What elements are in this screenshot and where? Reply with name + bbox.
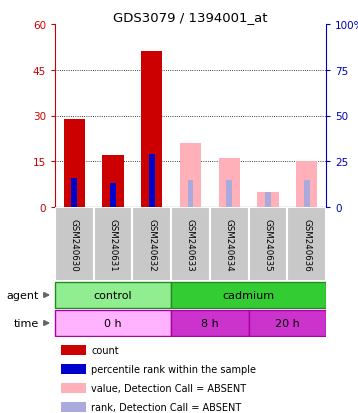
Bar [102,156,124,207]
Bar [210,207,248,281]
Bar [265,193,271,207]
Bar [304,180,310,207]
Bar [180,144,201,207]
Text: 0 h: 0 h [104,318,122,328]
Text: rank, Detection Call = ABSENT: rank, Detection Call = ABSENT [91,402,241,412]
Bar [61,383,87,393]
Bar [55,283,171,308]
Text: value, Detection Call = ABSENT: value, Detection Call = ABSENT [91,383,246,393]
Bar [248,207,287,281]
Text: cadmium: cadmium [223,290,275,300]
Title: GDS3079 / 1394001_at: GDS3079 / 1394001_at [113,11,268,24]
Text: control: control [94,290,132,300]
Bar [226,180,232,207]
Bar [61,346,87,355]
Bar [296,162,317,207]
Bar [72,178,77,207]
Bar [64,119,85,207]
Bar [171,283,326,308]
Bar [94,207,132,281]
Text: GSM240632: GSM240632 [147,218,156,271]
Text: GSM240631: GSM240631 [108,218,117,271]
Text: count: count [91,345,119,356]
Bar [188,180,193,207]
Text: agent: agent [7,290,39,300]
Text: time: time [14,318,39,328]
Bar [132,207,171,281]
Bar [248,311,326,336]
Text: GSM240635: GSM240635 [263,218,272,271]
Bar [110,184,116,207]
Text: 8 h: 8 h [201,318,219,328]
Bar [55,207,94,281]
Text: GSM240634: GSM240634 [225,218,234,271]
Bar [61,402,87,412]
Bar [171,311,248,336]
Bar [287,207,326,281]
Bar [149,154,155,207]
Bar [219,159,240,207]
Bar [257,192,279,207]
Bar [171,207,210,281]
Bar [55,311,171,336]
Text: percentile rank within the sample: percentile rank within the sample [91,364,256,375]
Text: 20 h: 20 h [275,318,300,328]
Text: GSM240630: GSM240630 [70,218,79,271]
Bar [61,365,87,374]
Text: GSM240633: GSM240633 [186,218,195,271]
Text: GSM240636: GSM240636 [302,218,311,271]
Bar [141,52,163,207]
